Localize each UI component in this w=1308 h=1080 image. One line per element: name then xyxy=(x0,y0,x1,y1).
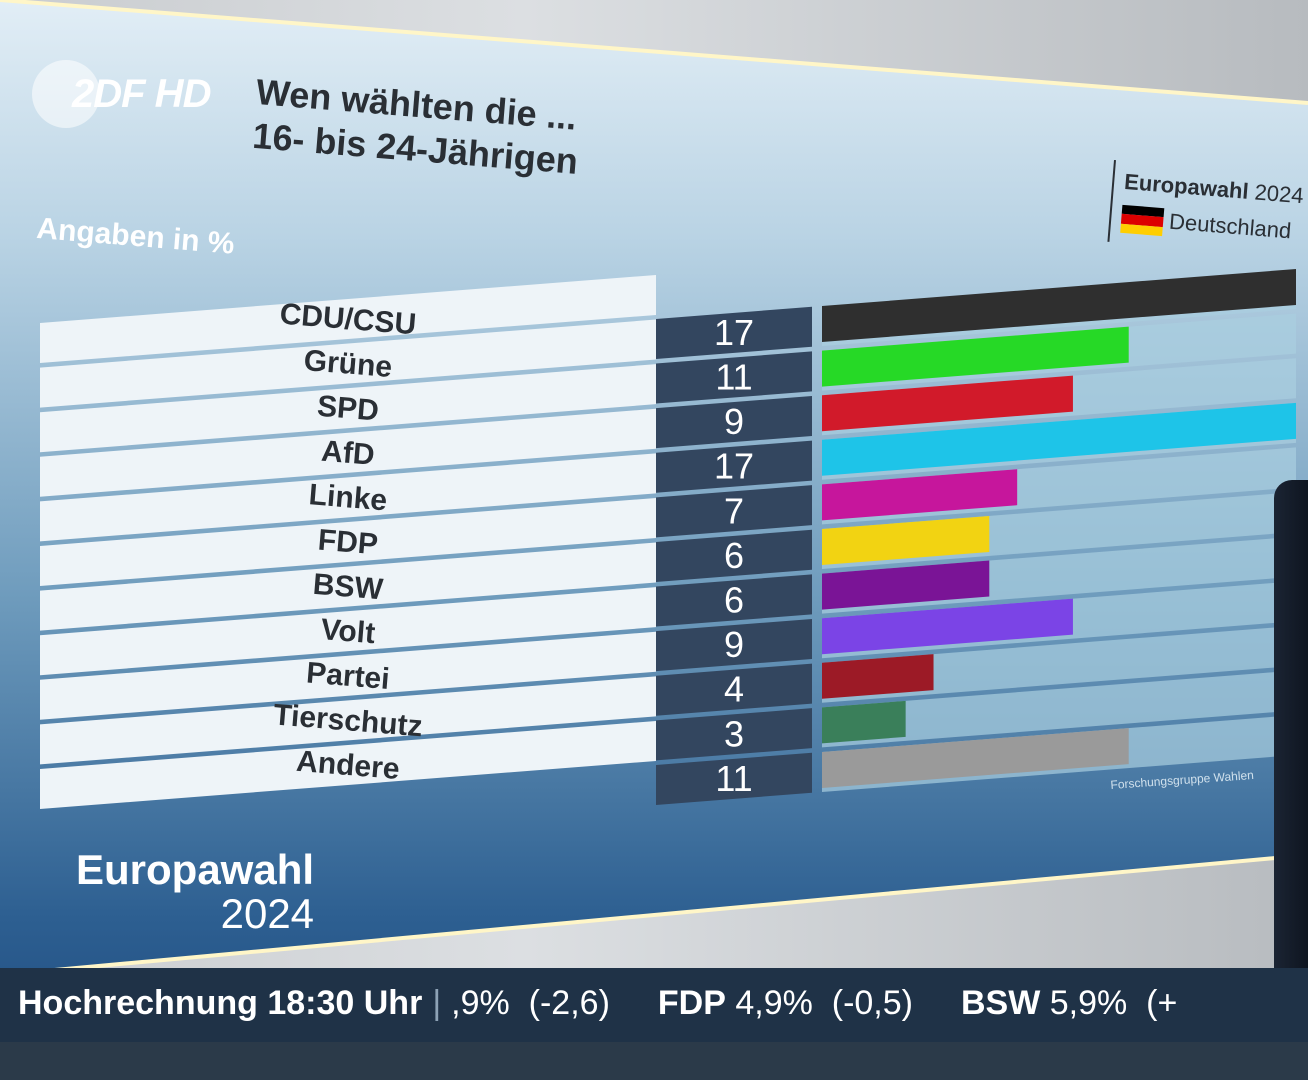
value-label: 9 xyxy=(724,401,744,442)
ticker-item3-party: BSW xyxy=(960,984,1041,1022)
bar xyxy=(822,654,934,699)
ticker-item2-party: FDP xyxy=(657,984,726,1022)
value-cell xyxy=(656,485,812,538)
party-label: BSW xyxy=(312,568,385,607)
news-ticker: Hochrechnung 18:30 Uhr | ,9% (-2,6) FDP 4,9… xyxy=(0,968,1308,1042)
bar-track xyxy=(822,625,1296,703)
ticker-item1-change: (-2,6) xyxy=(528,984,610,1022)
party-label: FDP xyxy=(317,524,379,562)
party-name-cell xyxy=(40,453,656,542)
value-cell xyxy=(656,529,812,582)
value-label: 11 xyxy=(715,356,752,397)
bar xyxy=(822,375,1073,432)
party-label: Andere xyxy=(295,745,401,786)
party-label: Partei xyxy=(305,656,391,696)
party-name-cell xyxy=(40,631,656,720)
value-label: 4 xyxy=(724,669,744,710)
bar xyxy=(822,326,1129,387)
value-cell xyxy=(656,663,812,716)
value-label: 11 xyxy=(715,758,752,799)
ticker-separator: | xyxy=(432,984,442,1022)
party-label: Linke xyxy=(308,478,389,517)
ticker-text: Hochrechnung 18:30 Uhr | ,9% (-2,6) FDP 4,9… xyxy=(18,984,1177,1023)
ticker-item1-value: ,9% xyxy=(451,984,510,1022)
bar xyxy=(822,469,1018,521)
ticker-item2-change: (-0,5) xyxy=(831,984,913,1022)
bar xyxy=(822,515,990,565)
party-label: AfD xyxy=(320,435,376,472)
value-cell xyxy=(656,574,812,627)
value-label: 6 xyxy=(724,579,744,620)
party-label: Grüne xyxy=(303,344,394,384)
ticker-item2-value: 4,9% xyxy=(735,984,813,1022)
value-cell xyxy=(656,440,812,493)
party-label: SPD xyxy=(316,390,380,428)
bar xyxy=(822,402,1296,476)
value-label: 6 xyxy=(724,535,744,576)
brand-year: 2024 xyxy=(220,890,315,937)
brand-block: Europawahl 2024 xyxy=(76,848,314,936)
value-cell xyxy=(656,708,812,761)
party-name-cell xyxy=(40,364,656,453)
bar xyxy=(822,700,906,744)
bar-track xyxy=(822,670,1296,748)
party-name-cell xyxy=(40,408,656,497)
party-name-cell xyxy=(40,720,656,809)
value-label: 17 xyxy=(714,446,754,487)
bar xyxy=(822,598,1073,655)
studio-floor xyxy=(0,1042,1308,1080)
ticker-item3-change: (+ xyxy=(1146,984,1178,1022)
party-name-cell xyxy=(40,587,656,676)
value-cell xyxy=(656,351,812,404)
value-cell xyxy=(656,618,812,672)
bar xyxy=(822,728,1129,788)
bar xyxy=(822,560,990,610)
value-cell xyxy=(656,306,812,359)
value-cell xyxy=(656,752,812,805)
value-label: 7 xyxy=(724,490,744,531)
value-label: 17 xyxy=(714,312,754,353)
party-name-cell xyxy=(40,542,656,631)
value-label: 3 xyxy=(724,713,744,754)
party-name-cell xyxy=(40,676,656,765)
party-name-cell xyxy=(40,319,656,408)
bar xyxy=(822,269,1296,342)
value-label: 9 xyxy=(724,624,744,665)
party-name-cell xyxy=(40,274,656,363)
value-cell xyxy=(656,395,812,449)
ticker-label: Hochrechnung 18:30 Uhr xyxy=(18,984,423,1022)
ticker-item3-value: 5,9% xyxy=(1049,984,1128,1022)
brand-name: Europawahl xyxy=(76,846,315,893)
party-label: Volt xyxy=(320,613,377,650)
party-name-cell xyxy=(40,497,656,586)
